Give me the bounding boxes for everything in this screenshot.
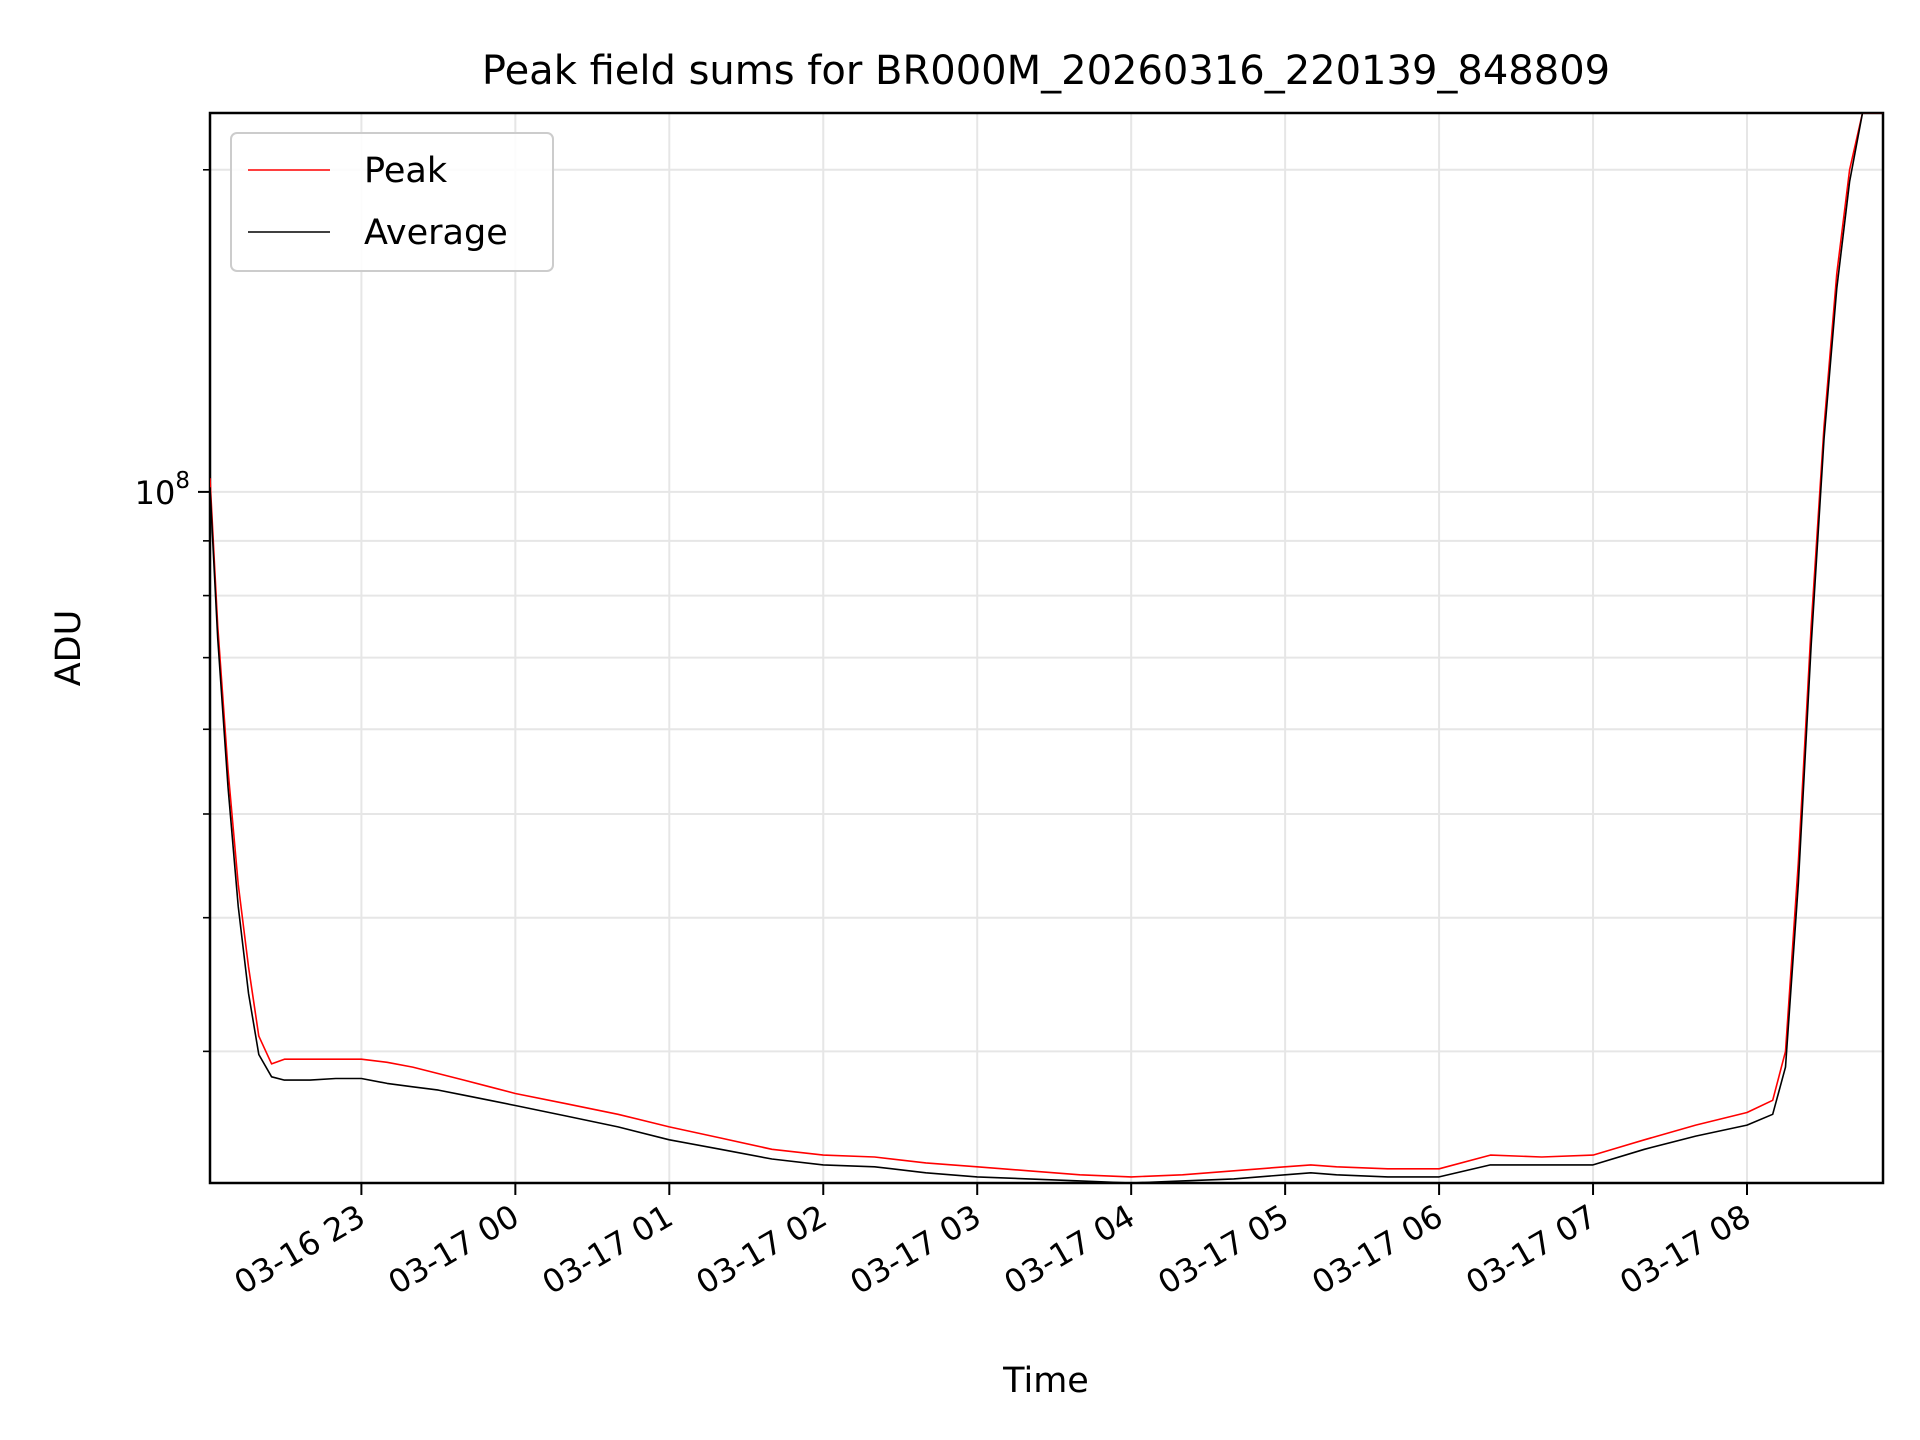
y-axis-label: ADU	[49, 610, 89, 687]
chart-title: Peak field sums for BR000M_20260316_2201…	[482, 48, 1610, 94]
legend: Peak Average	[230, 132, 554, 272]
legend-label-average: Average	[364, 213, 508, 253]
plot-area-frame	[208, 111, 1885, 1185]
y-tick-label: 108	[135, 468, 190, 512]
series-line-average	[210, 113, 1883, 1183]
series-line-peak	[210, 113, 1883, 1178]
series-layer	[210, 113, 1883, 1183]
legend-box	[230, 132, 554, 272]
legend-label-peak: Peak	[364, 151, 448, 191]
grid-layer	[210, 113, 1883, 1183]
x-axis-label: Time	[1002, 1361, 1089, 1401]
